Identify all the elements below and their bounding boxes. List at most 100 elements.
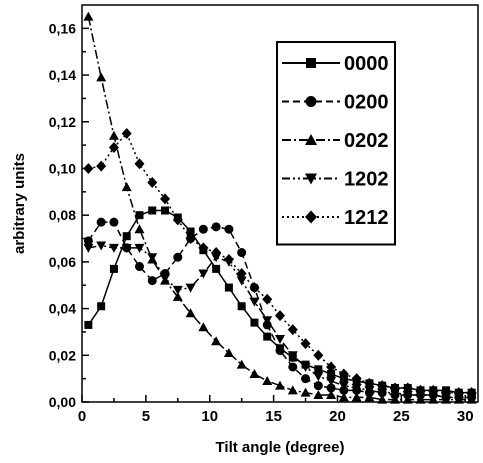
data-point (301, 374, 311, 384)
data-point (389, 382, 400, 394)
data-point (237, 302, 246, 311)
data-point (224, 283, 233, 292)
data-point (160, 274, 171, 284)
data-point (121, 243, 132, 253)
legend-label: 1212 (344, 207, 389, 229)
data-point (109, 217, 119, 227)
data-point (134, 224, 145, 234)
x-tick-label: 20 (329, 408, 346, 425)
x-tick-label: 25 (393, 408, 410, 425)
legend-label: 1202 (344, 169, 389, 191)
data-point (173, 252, 183, 262)
data-point (212, 264, 221, 273)
legend-entry: 1202 (282, 169, 389, 191)
data-point (148, 206, 157, 215)
data-point (275, 310, 285, 322)
series-1202 (83, 241, 477, 403)
data-point (83, 11, 94, 21)
x-tick-label: 0 (78, 408, 86, 425)
data-point (326, 376, 337, 386)
data-point (147, 253, 158, 263)
data-point (172, 291, 183, 301)
data-point (313, 372, 324, 382)
data-point (249, 282, 260, 294)
data-point (186, 227, 195, 236)
data-point (415, 384, 426, 396)
data-point (313, 389, 324, 399)
data-point (108, 243, 119, 253)
data-point (161, 206, 170, 215)
data-point (172, 214, 183, 226)
y-tick-label: 0,16 (49, 20, 76, 36)
data-point (364, 392, 375, 402)
x-axis: 0 5 10 15 20 25 30 (78, 395, 474, 425)
legend-entry: 0200 (282, 92, 389, 114)
data-point (313, 349, 324, 361)
data-point (275, 334, 285, 344)
data-point (185, 308, 196, 318)
data-point (249, 368, 260, 378)
x-tick-label: 15 (265, 408, 282, 425)
x-tick-label: 5 (142, 408, 150, 425)
data-point (262, 316, 273, 326)
data-point (402, 382, 413, 394)
legend-entry: 0000 (282, 53, 389, 75)
data-point (134, 262, 144, 272)
data-point (237, 248, 247, 258)
data-point (121, 127, 132, 139)
legend-label: 0200 (344, 92, 389, 114)
data-point (236, 276, 247, 286)
data-point (96, 217, 106, 227)
data-point (83, 236, 93, 246)
data-point (109, 264, 118, 273)
data-point (84, 320, 93, 329)
data-point (223, 347, 234, 357)
y-tick-label: 0,14 (49, 67, 76, 83)
legend-marker (305, 210, 317, 224)
data-point (441, 387, 452, 399)
x-axis-title: Tilt angle (degree) (216, 439, 345, 456)
data-point (327, 369, 336, 378)
data-point (377, 388, 388, 398)
legend-marker (305, 134, 317, 145)
data-point (211, 247, 222, 259)
plot-frame (81, 4, 479, 403)
y-tick-label: 0,02 (49, 347, 76, 363)
data-point (300, 362, 311, 372)
y-tick-label: 0,12 (49, 114, 76, 130)
data-point (236, 268, 247, 280)
y-tick-label: 0,08 (49, 207, 76, 223)
legend-marker (306, 58, 316, 68)
series-line-0200 (87, 221, 472, 399)
data-point (338, 381, 349, 391)
data-point (134, 158, 145, 170)
data-point (428, 384, 439, 396)
y-axis: 0,00 0,02 0,04 0,06 0,08 0,10 0,12 0,14 0,16 (49, 20, 89, 410)
data-point (326, 361, 337, 373)
data-point (121, 182, 132, 192)
data-point (287, 351, 298, 361)
x-tick-label: 30 (457, 408, 474, 425)
data-point (108, 141, 119, 153)
data-point (351, 383, 362, 393)
data-point (198, 242, 209, 254)
data-point (250, 318, 259, 327)
plot-series (83, 11, 477, 404)
data-point (287, 324, 298, 336)
series-1212 (83, 127, 477, 399)
data-point (263, 332, 272, 341)
data-point (364, 377, 375, 389)
data-point (402, 390, 413, 400)
data-point (364, 386, 375, 396)
data-point (185, 283, 196, 293)
data-point (96, 241, 107, 251)
data-point (135, 211, 144, 220)
legend: 0000 0200 0202 1202 1212 (276, 41, 396, 246)
data-point (185, 233, 196, 245)
data-point (300, 338, 311, 350)
data-point (338, 392, 349, 402)
data-point (198, 224, 208, 234)
data-point (287, 385, 298, 395)
data-point (211, 336, 222, 346)
legend-marker (305, 96, 317, 107)
